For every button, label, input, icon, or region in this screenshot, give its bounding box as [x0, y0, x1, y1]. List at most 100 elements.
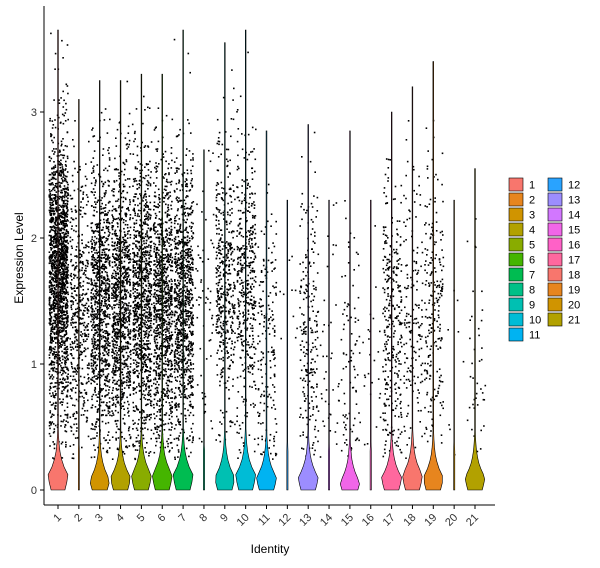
data-point — [123, 381, 126, 383]
data-point — [49, 317, 52, 320]
data-point — [55, 296, 58, 299]
data-point — [134, 322, 136, 325]
data-point — [56, 336, 58, 339]
data-point — [129, 332, 131, 335]
data-point — [112, 188, 114, 190]
data-point — [136, 240, 139, 243]
data-point — [72, 375, 75, 378]
data-point — [135, 272, 138, 274]
data-point — [73, 287, 75, 289]
data-point — [79, 276, 82, 279]
data-point — [86, 364, 89, 367]
data-point — [82, 206, 85, 209]
data-point — [105, 213, 108, 215]
data-point — [134, 300, 137, 302]
data-point — [138, 384, 140, 387]
data-point — [138, 232, 141, 234]
data-point — [93, 456, 96, 458]
data-point — [60, 238, 63, 241]
data-point — [149, 342, 151, 345]
data-point — [49, 190, 51, 193]
data-point — [55, 307, 57, 310]
data-point — [66, 317, 69, 320]
data-point — [95, 249, 98, 252]
data-point — [117, 241, 119, 243]
data-point — [105, 190, 107, 192]
data-point — [67, 293, 69, 296]
data-point — [48, 272, 51, 274]
data-point — [108, 293, 110, 296]
data-point — [59, 288, 62, 290]
data-point — [74, 274, 77, 277]
data-point — [49, 347, 51, 350]
data-point — [139, 247, 142, 249]
data-point — [50, 422, 53, 424]
data-point — [49, 392, 51, 395]
data-point — [51, 139, 53, 142]
data-point — [120, 192, 123, 195]
data-point — [94, 300, 96, 302]
data-point — [87, 298, 89, 300]
data-point — [97, 339, 100, 342]
data-point — [76, 276, 79, 279]
data-point — [135, 275, 137, 277]
data-point — [125, 363, 128, 366]
data-point — [90, 320, 92, 323]
data-point — [58, 198, 61, 200]
data-point — [61, 285, 64, 287]
data-point — [147, 380, 149, 382]
data-point — [58, 255, 61, 257]
data-point — [61, 253, 63, 255]
data-point — [81, 299, 84, 301]
data-point — [72, 180, 74, 183]
data-point — [134, 193, 136, 195]
data-point — [58, 286, 61, 288]
data-point — [146, 205, 149, 207]
data-point — [91, 355, 93, 358]
data-point — [62, 342, 65, 344]
data-point — [108, 316, 110, 318]
data-point — [139, 389, 141, 392]
data-point — [85, 270, 87, 272]
data-point — [90, 295, 92, 298]
data-point — [50, 249, 52, 251]
data-point — [128, 255, 131, 258]
data-point — [116, 362, 119, 364]
data-point — [123, 362, 126, 364]
data-point — [50, 264, 53, 267]
data-point — [115, 137, 117, 139]
data-point — [63, 287, 65, 289]
data-point — [124, 310, 127, 312]
data-point — [133, 306, 136, 309]
data-point — [69, 375, 72, 377]
data-point — [80, 318, 83, 320]
data-point — [138, 372, 140, 375]
data-point — [75, 267, 77, 269]
data-point — [70, 304, 73, 307]
data-point — [133, 261, 136, 263]
data-point — [54, 424, 57, 427]
data-point — [62, 280, 64, 282]
data-point — [129, 226, 132, 229]
data-point — [132, 261, 135, 263]
data-point — [61, 271, 64, 273]
data-point — [53, 363, 55, 366]
data-point — [51, 207, 53, 209]
data-point — [64, 264, 67, 267]
data-point — [106, 248, 108, 250]
data-point — [59, 221, 62, 224]
data-point — [55, 148, 57, 150]
data-point — [91, 263, 94, 265]
data-point — [66, 194, 69, 197]
data-point — [112, 396, 115, 399]
data-point — [65, 244, 67, 247]
data-point — [67, 274, 69, 276]
data-point — [128, 426, 131, 428]
data-point — [54, 278, 57, 281]
data-point — [135, 405, 137, 407]
data-point — [52, 176, 55, 179]
data-point — [114, 229, 117, 232]
data-point — [55, 185, 58, 188]
data-point — [126, 372, 128, 375]
data-point — [91, 313, 94, 316]
